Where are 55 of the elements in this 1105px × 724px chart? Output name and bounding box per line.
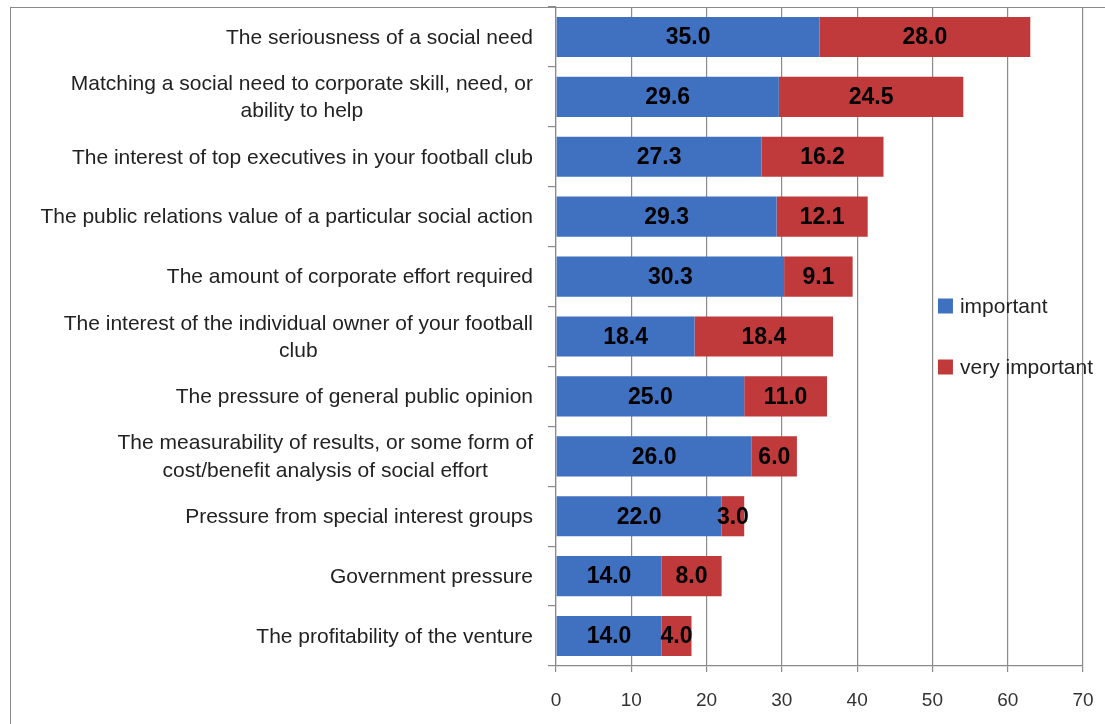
data-label: 9.1 [802, 262, 835, 289]
y-tick-label: The profitability of the venture [256, 623, 533, 647]
data-label: 30.3 [647, 262, 693, 289]
y-tick-label: The interest of top executives in your football club [71, 144, 533, 168]
x-tick-label: 10 [620, 688, 642, 710]
bar [819, 16, 1031, 58]
x-tick-label: 30 [771, 688, 793, 710]
y-tick-label: Pressure from special interest groups [185, 504, 533, 528]
bar [556, 316, 695, 357]
legend-label: very important [959, 354, 1094, 378]
data-label: 29.3 [644, 203, 689, 230]
y-tick-label: The measurability of results, or some form of cost/benefit analysis of social effort [117, 430, 534, 481]
bar [556, 196, 777, 237]
data-label: 29.6 [645, 83, 691, 110]
y-tick-label: The interest of the individual owner of your football club [63, 310, 534, 361]
data-label: 16.2 [800, 143, 845, 170]
bar [556, 256, 785, 297]
data-label: 12.1 [799, 203, 845, 230]
bar [556, 436, 752, 477]
data-label: 24.5 [848, 83, 894, 110]
bar [778, 76, 964, 117]
y-tick-label: The seriousness of a social need [225, 24, 533, 48]
x-tick-label: 0 [550, 688, 562, 710]
data-label: 26.0 [631, 442, 677, 469]
data-label: 28.0 [902, 23, 948, 50]
x-tick-label: 40 [846, 688, 868, 710]
bar [556, 376, 745, 417]
data-label: 27.3 [636, 143, 682, 170]
legend-label: important [959, 293, 1048, 317]
bar [776, 196, 868, 237]
data-label: 11.0 [763, 382, 808, 409]
bar [556, 136, 762, 177]
x-tick-label: 50 [921, 688, 943, 710]
bar [694, 316, 834, 357]
data-label: 35.0 [665, 23, 711, 50]
y-tick-label: The public relations value of a particular social action [40, 204, 534, 228]
data-label: 14.0 [586, 622, 632, 649]
y-tick-label: Government pressure [329, 563, 533, 587]
y-tick-label: The pressure of general public opinion [175, 384, 533, 408]
bar [761, 136, 884, 177]
y-tick-label: The amount of corporate effort required [166, 264, 534, 288]
data-label: 22.0 [616, 502, 662, 529]
x-tick-label: 70 [1072, 688, 1094, 710]
data-label: 8.0 [675, 562, 708, 589]
data-label: 18.4 [741, 322, 787, 349]
data-label: 6.0 [758, 442, 791, 469]
y-tick-label: Matching a social need to corporate skill, need, or ability to help [70, 71, 533, 122]
data-label: 25.0 [628, 382, 673, 409]
x-tick-label: 20 [696, 688, 718, 710]
bar [556, 76, 779, 117]
data-label: 14.0 [586, 562, 632, 589]
bar [784, 256, 853, 297]
bar [556, 16, 820, 58]
x-tick-label: 60 [997, 688, 1019, 710]
data-label: 18.4 [603, 322, 649, 349]
